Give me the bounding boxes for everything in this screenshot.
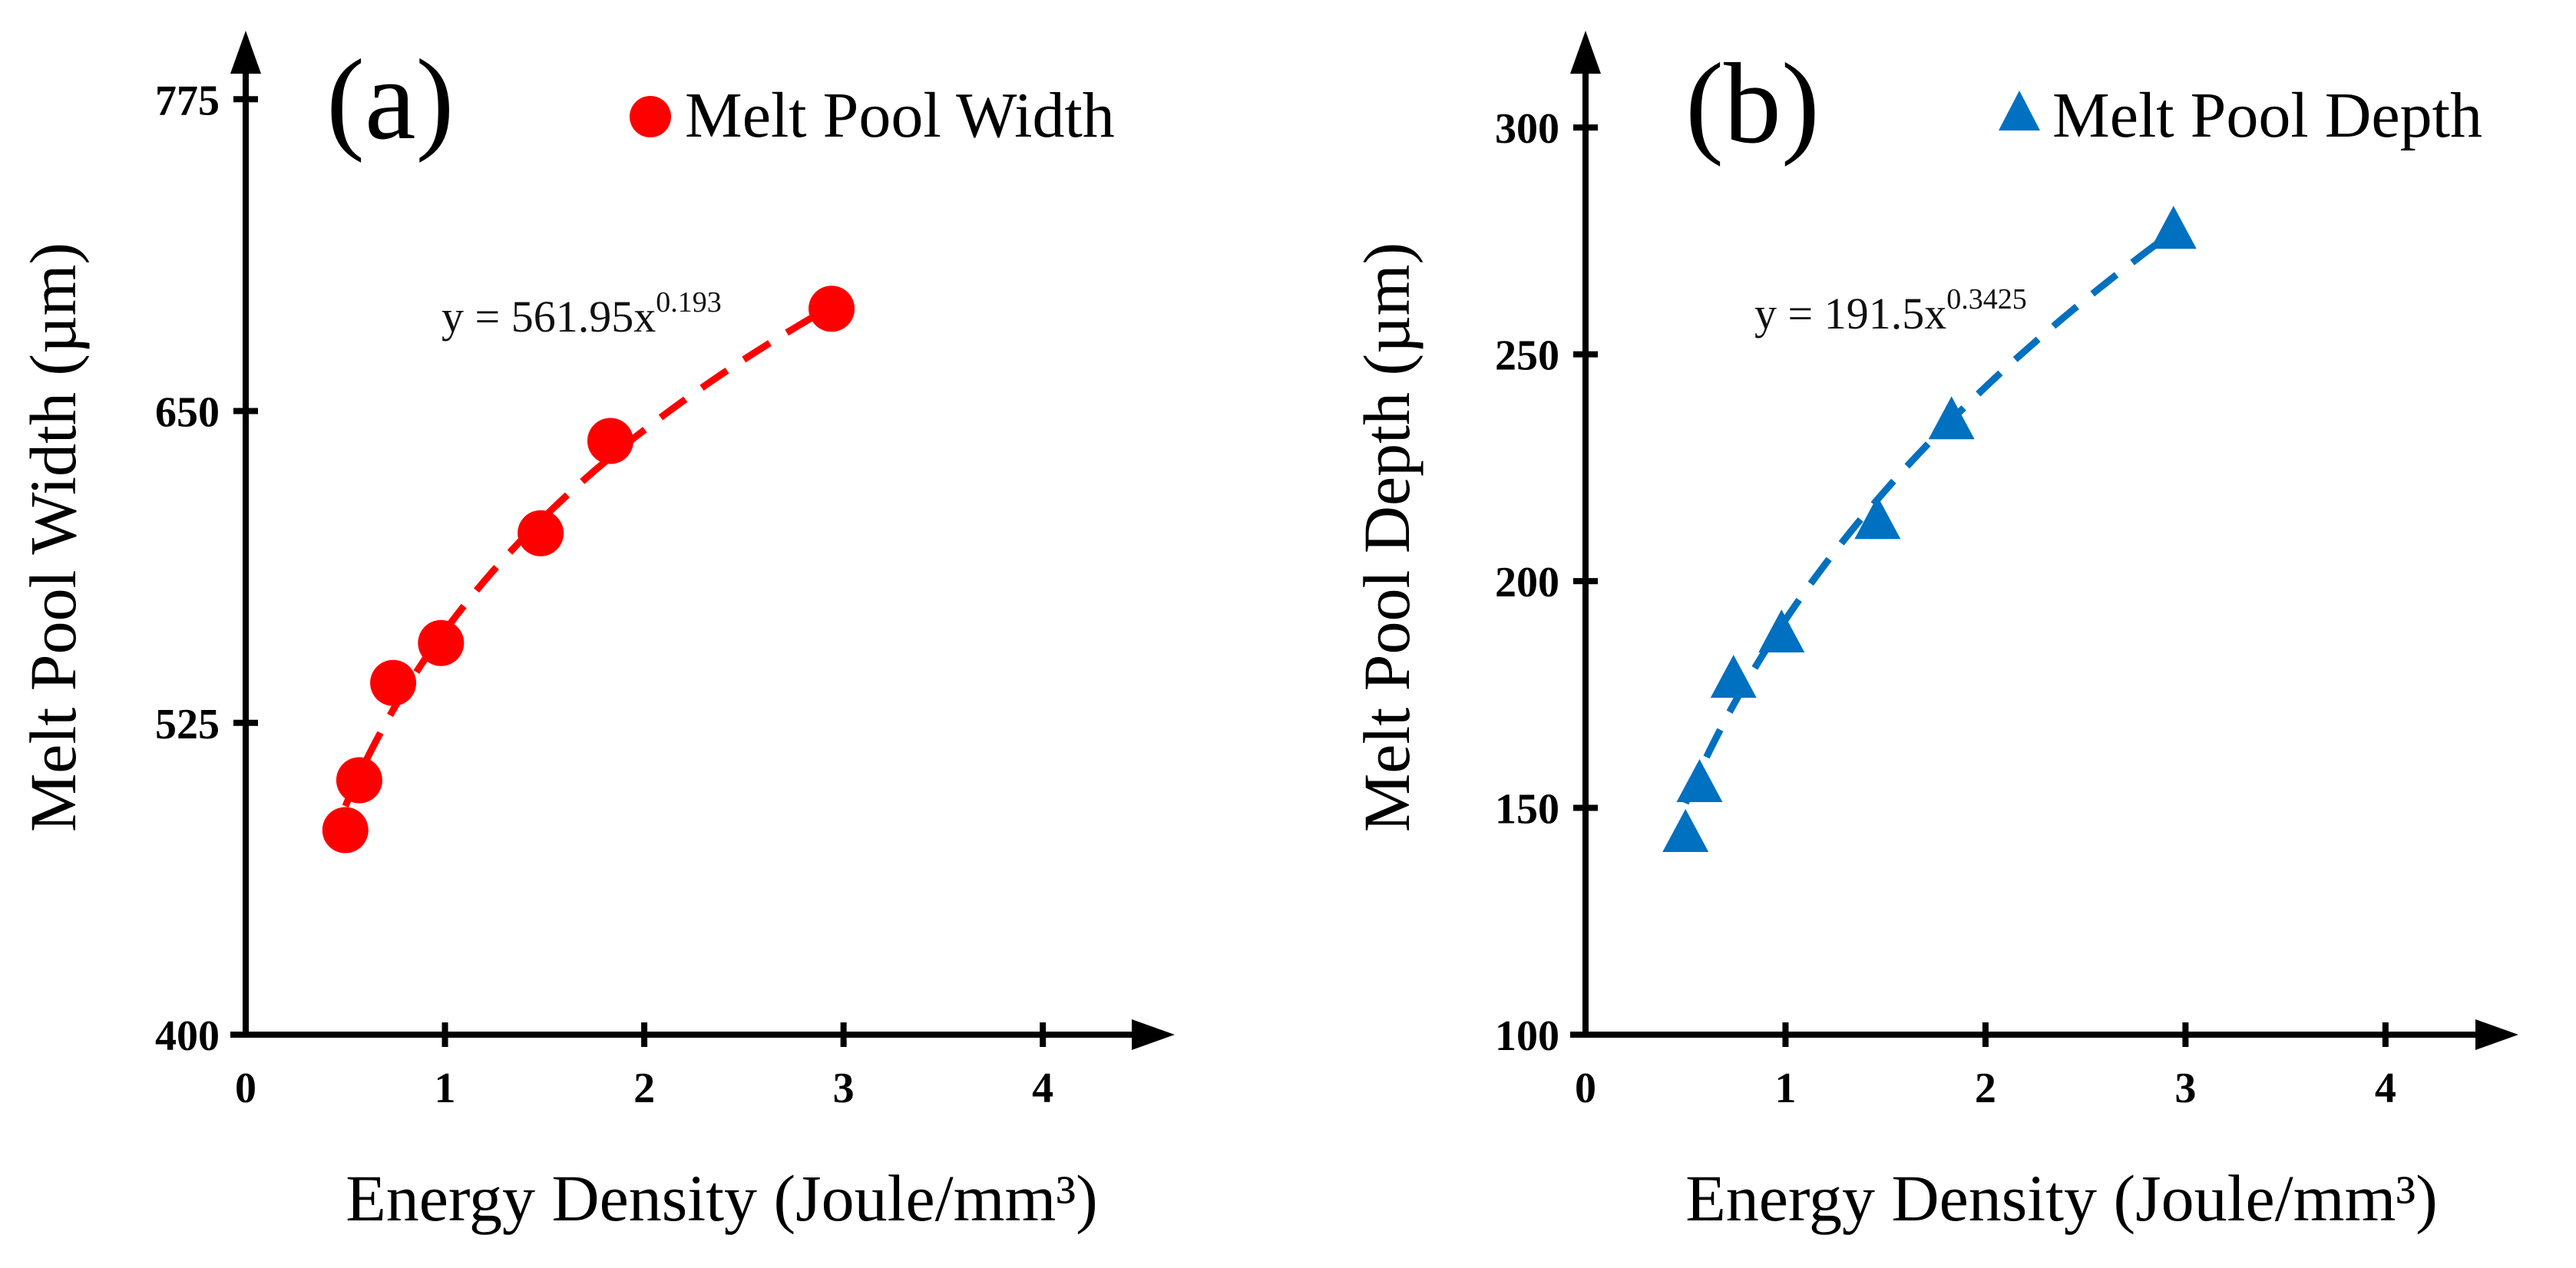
data-point-b-2 xyxy=(1710,655,1757,698)
x-tick-label-b-3: 3 xyxy=(2174,1065,2196,1112)
data-point-a-4 xyxy=(518,510,564,556)
data-point-a-5 xyxy=(587,418,633,464)
data-point-b-4 xyxy=(1854,496,1901,540)
x-tick-label-a-4: 4 xyxy=(1032,1065,1053,1112)
x-tick-label-b-4: 4 xyxy=(2375,1065,2396,1112)
x-tick-label-a-3: 3 xyxy=(833,1065,855,1112)
x-axis-title-b: Energy Density (Joule/mm³) xyxy=(1685,1161,2438,1235)
data-point-b-1 xyxy=(1676,759,1723,802)
y-axis-arrow-b xyxy=(1570,31,1601,74)
data-point-a-3 xyxy=(418,619,465,666)
y-tick-label-b-0: 100 xyxy=(1495,1012,1559,1060)
x-tick-label-b-0: 0 xyxy=(1575,1065,1596,1112)
data-point-b-0 xyxy=(1662,809,1709,852)
legend-marker-b xyxy=(1999,91,2040,130)
panel-label-b: (b) xyxy=(1685,40,1820,167)
legend-label-a: Melt Pool Width xyxy=(685,80,1115,151)
legend-marker-a xyxy=(630,96,671,137)
x-tick-label-a-0: 0 xyxy=(235,1065,256,1112)
y-axis-title-b: Melt Pool Depth (µm) xyxy=(1350,243,1424,833)
data-point-b-5 xyxy=(1928,396,1975,440)
x-axis-arrow-a xyxy=(1132,1019,1175,1050)
data-point-a-6 xyxy=(809,286,855,332)
panel-a: 0 1 2 3 4 400 525 650 775 (a) Melt Pool Width y … xyxy=(16,31,1175,1235)
y-tick-label-a-2: 650 xyxy=(155,389,220,437)
x-tick-label-a-1: 1 xyxy=(435,1065,456,1112)
y-tick-label-a-0: 400 xyxy=(155,1012,220,1060)
data-point-a-2 xyxy=(370,659,417,706)
x-tick-label-b-1: 1 xyxy=(1774,1065,1796,1112)
y-tick-label-b-2: 200 xyxy=(1495,559,1559,606)
trend-equation-b: y = 191.5x0.3425 xyxy=(1754,283,2027,338)
y-axis-arrow-a xyxy=(230,31,261,74)
trend-equation-a: y = 561.95x0.193 xyxy=(441,286,722,342)
data-point-b-3 xyxy=(1758,609,1805,652)
y-tick-label-b-3: 250 xyxy=(1495,332,1559,380)
data-point-b-6 xyxy=(2150,206,2197,249)
x-tick-label-b-2: 2 xyxy=(1975,1065,1996,1112)
data-point-a-0 xyxy=(322,807,369,854)
y-tick-label-a-3: 775 xyxy=(155,77,220,124)
panel-b: 0 1 2 3 4 100 150 200 250 300 (b) Melt Pool Depth… xyxy=(1350,31,2518,1235)
trendline-a xyxy=(342,303,834,808)
y-tick-label-b-4: 300 xyxy=(1495,105,1559,153)
data-point-a-1 xyxy=(336,757,382,804)
y-tick-label-b-1: 150 xyxy=(1495,786,1559,834)
x-tick-label-a-2: 2 xyxy=(633,1065,655,1112)
x-axis-arrow-b xyxy=(2475,1019,2518,1050)
y-axis-title-a: Melt Pool Width (µm) xyxy=(16,243,90,832)
y-tick-label-a-1: 525 xyxy=(155,701,220,748)
panel-label-a: (a) xyxy=(326,36,454,163)
x-axis-title-a: Energy Density (Joule/mm³) xyxy=(346,1161,1098,1235)
legend-label-b: Melt Pool Depth xyxy=(2052,80,2482,151)
